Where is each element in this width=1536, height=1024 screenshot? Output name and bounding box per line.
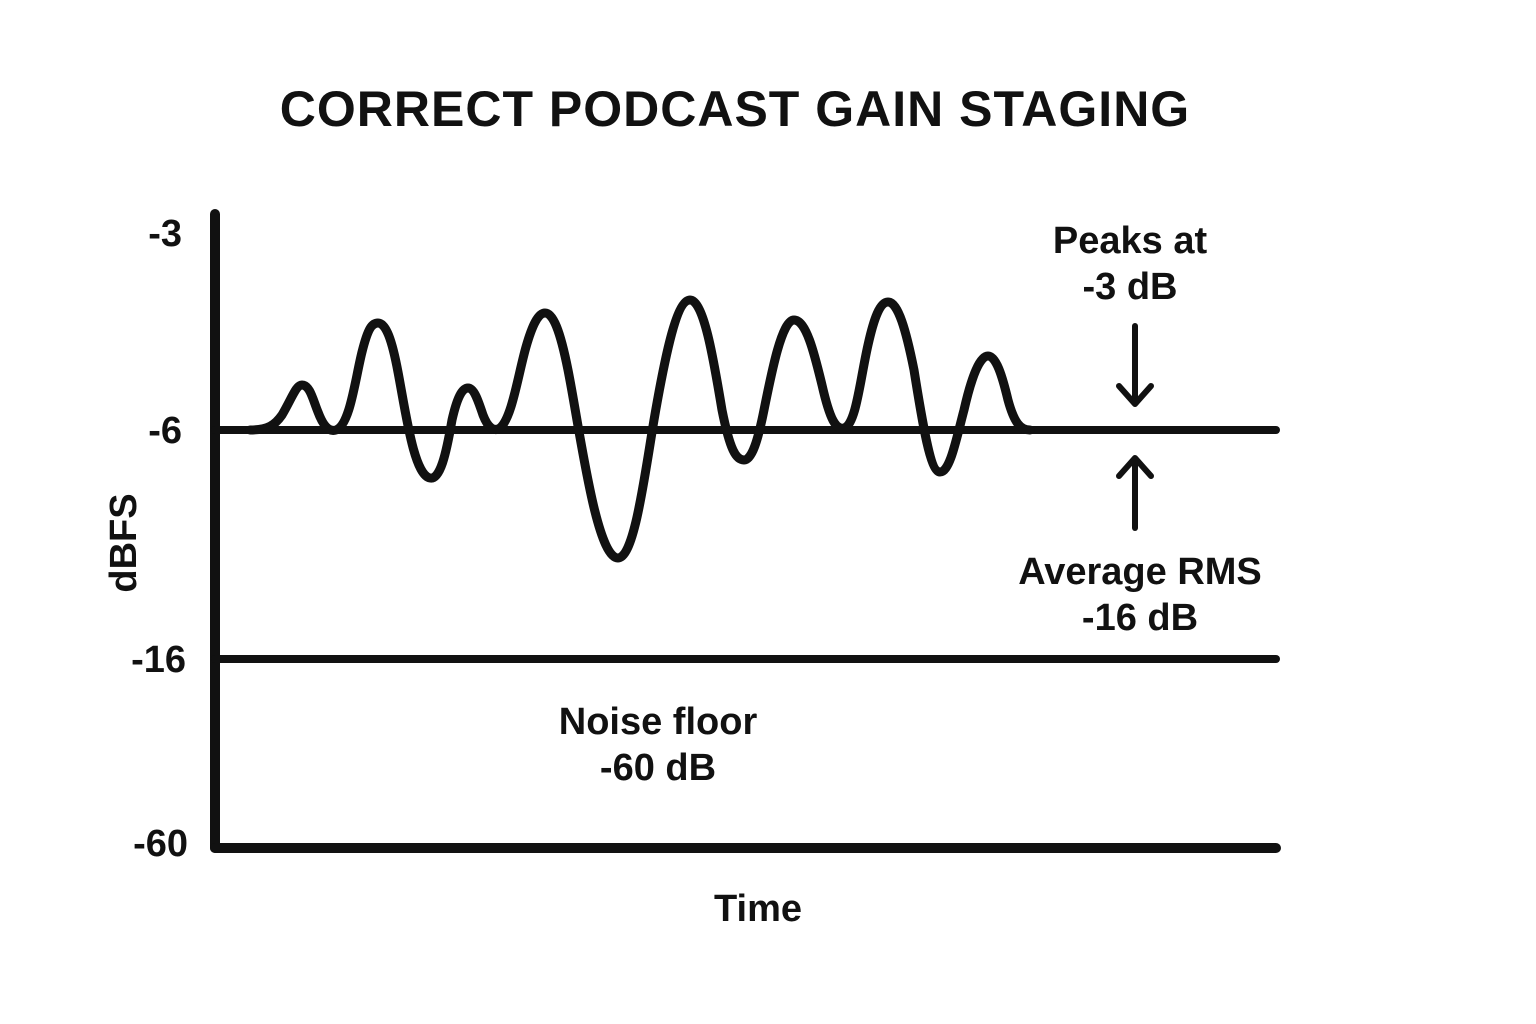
y-axis-label: dBFS [103,493,145,593]
peaks-annotation: Peaks at -3 dB [1000,218,1260,310]
y-tick-label: -3 [148,213,182,255]
down-arrow-icon [1116,323,1154,407]
x-axis-label: Time [713,888,802,930]
diagram-title: CORRECT PODCAST GAIN STAGING [279,81,1191,137]
y-tick-label: -16 [131,639,186,681]
rms-annotation: Average RMS -16 dB [990,549,1290,641]
peaks-annotation-line2: -3 dB [1082,266,1178,308]
noise-floor-annotation-line2: -60 dB [599,747,717,789]
y-tick-label: -60 [133,823,188,865]
y-tick-label: -6 [148,410,182,452]
rms-annotation-line2: -16 dB [1081,597,1199,639]
audio-waveform [245,295,1035,563]
noise-floor-annotation: Noise floor -60 dB [508,699,808,791]
noise-floor-annotation-line1: Noise floor [558,701,758,743]
peaks-annotation-line1: Peaks at [1052,220,1208,262]
up-arrow-icon [1116,455,1154,531]
rms-annotation-line1: Average RMS [1018,551,1262,593]
